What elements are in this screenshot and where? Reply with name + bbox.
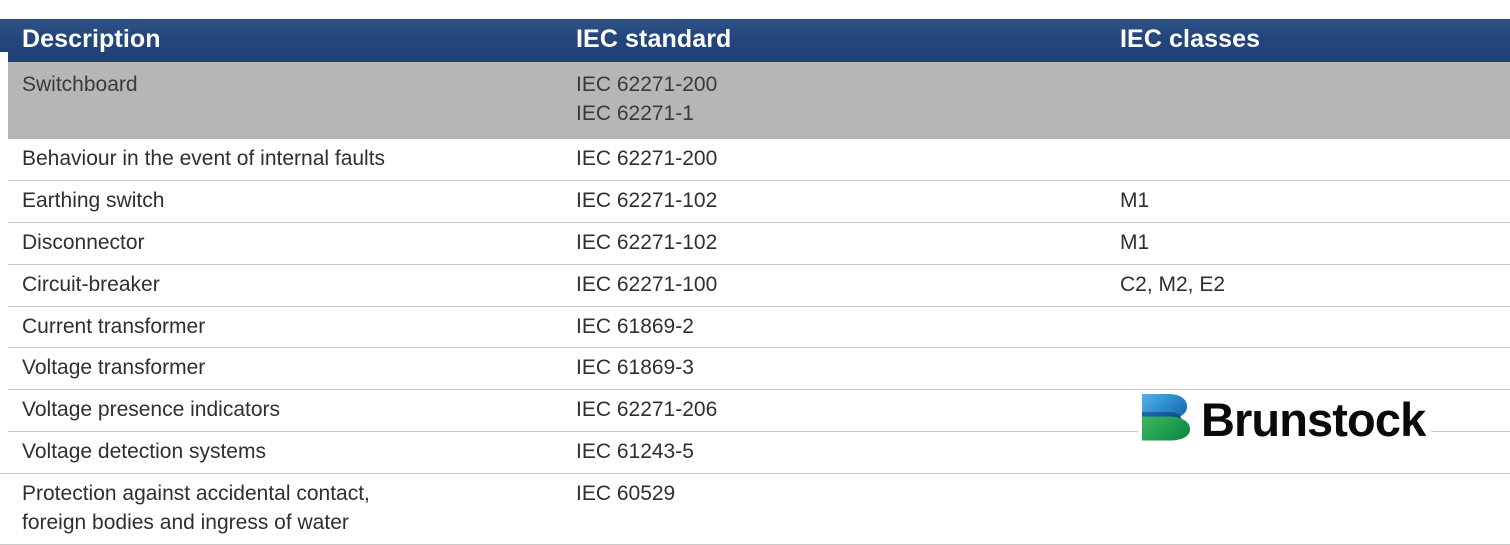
cell-iec-standard: IEC 61869-3 [558,347,1105,391]
cell-iec-standard: IEC 62271-200 IEC 62271-1 [558,62,1105,139]
cell-iec-standard: IEC 62271-102 [558,180,1105,223]
cell-iec-standard-line: IEC 62271-100 [576,272,718,296]
cell-iec-classes: C2, M2, E2 [1105,264,1510,307]
cell-iec-standard-line: IEC 62271-102 [576,230,718,254]
cell-iec-standard-line: IEC 62271-102 [576,188,718,212]
cell-description-line: Earthing switch [22,188,165,212]
cell-iec-standard: IEC 62271-102 [558,222,1105,265]
table-row: Circuit-breaker IEC 62271-100 C2, M2, E2 [0,264,1510,307]
cell-description: Circuit-breaker [0,264,558,307]
cell-iec-standard: IEC 61869-2 [558,306,1105,349]
cell-iec-standard: IEC 62271-200 [558,138,1105,181]
cell-iec-standard: IEC 62271-206 [558,389,1105,433]
table-body: Switchboard IEC 62271-200 IEC 62271-1 Beha… [0,62,1510,545]
brunstock-wordmark: Brunstock [1201,393,1426,446]
cell-iec-classes [1105,347,1510,391]
cell-iec-standard-line: IEC 62271-200 [576,146,718,170]
cell-description-line: Current transformer [22,314,206,338]
cell-description-line: Circuit-breaker [22,272,160,296]
table-row: Switchboard IEC 62271-200 IEC 62271-1 [0,62,1510,139]
cell-iec-classes [1105,473,1510,545]
cell-iec-standard-line: IEC 62271-1 [576,101,694,125]
cell-description-line: Switchboard [22,73,138,96]
table-row: Behaviour in the event of internal fault… [0,138,1510,181]
cell-description-line: Protection against accidental contact, [22,482,370,506]
cell-description-line: Voltage detection systems [22,440,266,464]
cell-description: Voltage detection systems [0,431,558,475]
cell-iec-standard-line: IEC 62271-206 [576,398,718,422]
brunstock-logo: Brunstock [1138,390,1432,449]
cell-iec-classes-line [1120,354,1510,382]
table-header: Description IEC standard IEC classes [0,18,1510,62]
iec-standards-table: Description IEC standard IEC classes Swi… [0,18,1510,545]
table-row: Earthing switch IEC 62271-102 M1 [0,180,1510,223]
cell-iec-standard-line: IEC 61869-3 [576,356,694,380]
table-row: Voltage transformer IEC 61869-3 [0,347,1510,391]
cell-description: Behaviour in the event of internal fault… [0,138,558,181]
cell-description: Protection against accidental contact, fo… [0,473,558,545]
cell-iec-classes [1105,306,1510,349]
table-header-row: Description IEC standard IEC classes [0,18,1510,62]
table-row: Disconnector IEC 62271-102 M1 [0,222,1510,265]
cell-iec-classes-line [1120,313,1510,341]
cell-iec-classes-line [1120,145,1510,173]
column-header-iec-classes: IEC classes [1105,18,1510,62]
cell-iec-standard-line: IEC 61869-2 [576,314,694,338]
cell-description: Switchboard [0,62,558,139]
cell-iec-standard-line: IEC 61243-5 [576,440,694,464]
cell-description: Voltage presence indicators [0,389,558,433]
cell-iec-classes: M1 [1105,222,1510,265]
cell-iec-classes-line: C2, M2, E2 [1120,272,1226,296]
cell-iec-classes [1105,62,1510,139]
cell-iec-classes-line [1120,480,1510,508]
column-header-iec-standard: IEC standard [558,18,1105,62]
cell-iec-classes-line [1120,71,1510,99]
cell-iec-standard: IEC 60529 [558,473,1105,545]
cell-description: Earthing switch [0,180,558,223]
cell-iec-standard: IEC 62271-100 [558,264,1105,307]
table-left-gutter [0,52,8,471]
cell-description-line: Voltage transformer [22,356,206,380]
cell-iec-classes-line: M1 [1120,188,1150,212]
cell-description: Current transformer [0,306,558,349]
brunstock-b-logomark-icon [1140,392,1192,447]
cell-iec-standard: IEC 61243-5 [558,431,1105,475]
cell-description-line: Voltage presence indicators [22,398,280,422]
cell-description-line: foreign bodies and ingress of water [22,511,349,535]
cell-iec-classes: M1 [1105,180,1510,223]
table-row: Current transformer IEC 61869-2 [0,306,1510,349]
cell-iec-classes [1105,138,1510,181]
cell-iec-standard-line: IEC 60529 [576,482,676,506]
cell-description-line: Behaviour in the event of internal fault… [22,146,386,170]
column-header-description: Description [0,18,558,62]
cell-description: Voltage transformer [0,347,558,391]
cell-description: Disconnector [0,222,558,265]
table-row: Voltage detection systems IEC 61243-5 [0,431,1510,475]
cell-iec-standard-line: IEC 62271-200 [576,73,718,96]
header-left-gutter [0,0,8,19]
table-row: Protection against accidental contact, fo… [0,473,1510,545]
cell-iec-classes-line: M1 [1120,230,1150,254]
cell-description-line: Disconnector [22,230,145,254]
